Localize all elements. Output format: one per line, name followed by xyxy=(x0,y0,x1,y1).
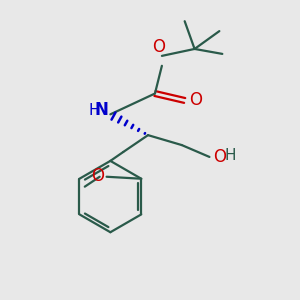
Text: H: H xyxy=(89,103,100,118)
Text: N: N xyxy=(94,101,108,119)
Text: O: O xyxy=(92,167,105,185)
Text: H: H xyxy=(224,148,236,164)
Text: O: O xyxy=(152,38,165,56)
Text: O: O xyxy=(189,92,202,110)
Text: O: O xyxy=(213,148,226,166)
